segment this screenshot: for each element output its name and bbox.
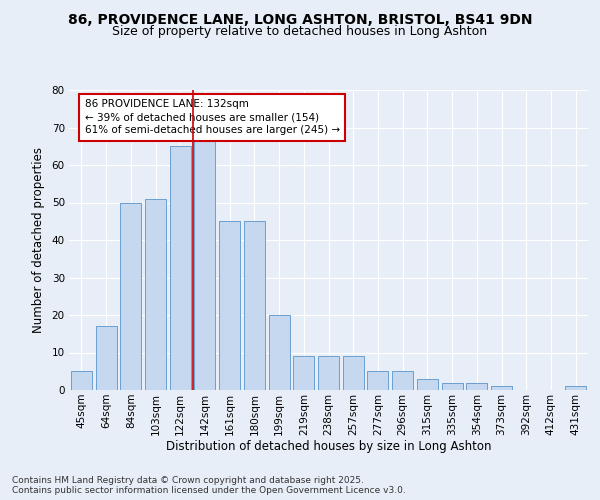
Text: 86 PROVIDENCE LANE: 132sqm
← 39% of detached houses are smaller (154)
61% of sem: 86 PROVIDENCE LANE: 132sqm ← 39% of deta… — [85, 99, 340, 136]
Bar — [442, 382, 463, 390]
Bar — [170, 146, 191, 390]
Bar — [318, 356, 339, 390]
Bar — [417, 379, 438, 390]
Bar — [392, 371, 413, 390]
Bar — [244, 221, 265, 390]
Bar — [466, 382, 487, 390]
Bar — [71, 371, 92, 390]
Text: Contains HM Land Registry data © Crown copyright and database right 2025.
Contai: Contains HM Land Registry data © Crown c… — [12, 476, 406, 495]
Bar — [343, 356, 364, 390]
Bar — [565, 386, 586, 390]
Bar — [269, 315, 290, 390]
Bar — [194, 138, 215, 390]
Bar — [491, 386, 512, 390]
Bar — [145, 198, 166, 390]
Bar — [120, 202, 141, 390]
X-axis label: Distribution of detached houses by size in Long Ashton: Distribution of detached houses by size … — [166, 440, 491, 454]
Y-axis label: Number of detached properties: Number of detached properties — [32, 147, 45, 333]
Text: Size of property relative to detached houses in Long Ashton: Size of property relative to detached ho… — [112, 25, 488, 38]
Text: 86, PROVIDENCE LANE, LONG ASHTON, BRISTOL, BS41 9DN: 86, PROVIDENCE LANE, LONG ASHTON, BRISTO… — [68, 12, 532, 26]
Bar — [219, 221, 240, 390]
Bar — [293, 356, 314, 390]
Bar — [367, 371, 388, 390]
Bar — [95, 326, 116, 390]
